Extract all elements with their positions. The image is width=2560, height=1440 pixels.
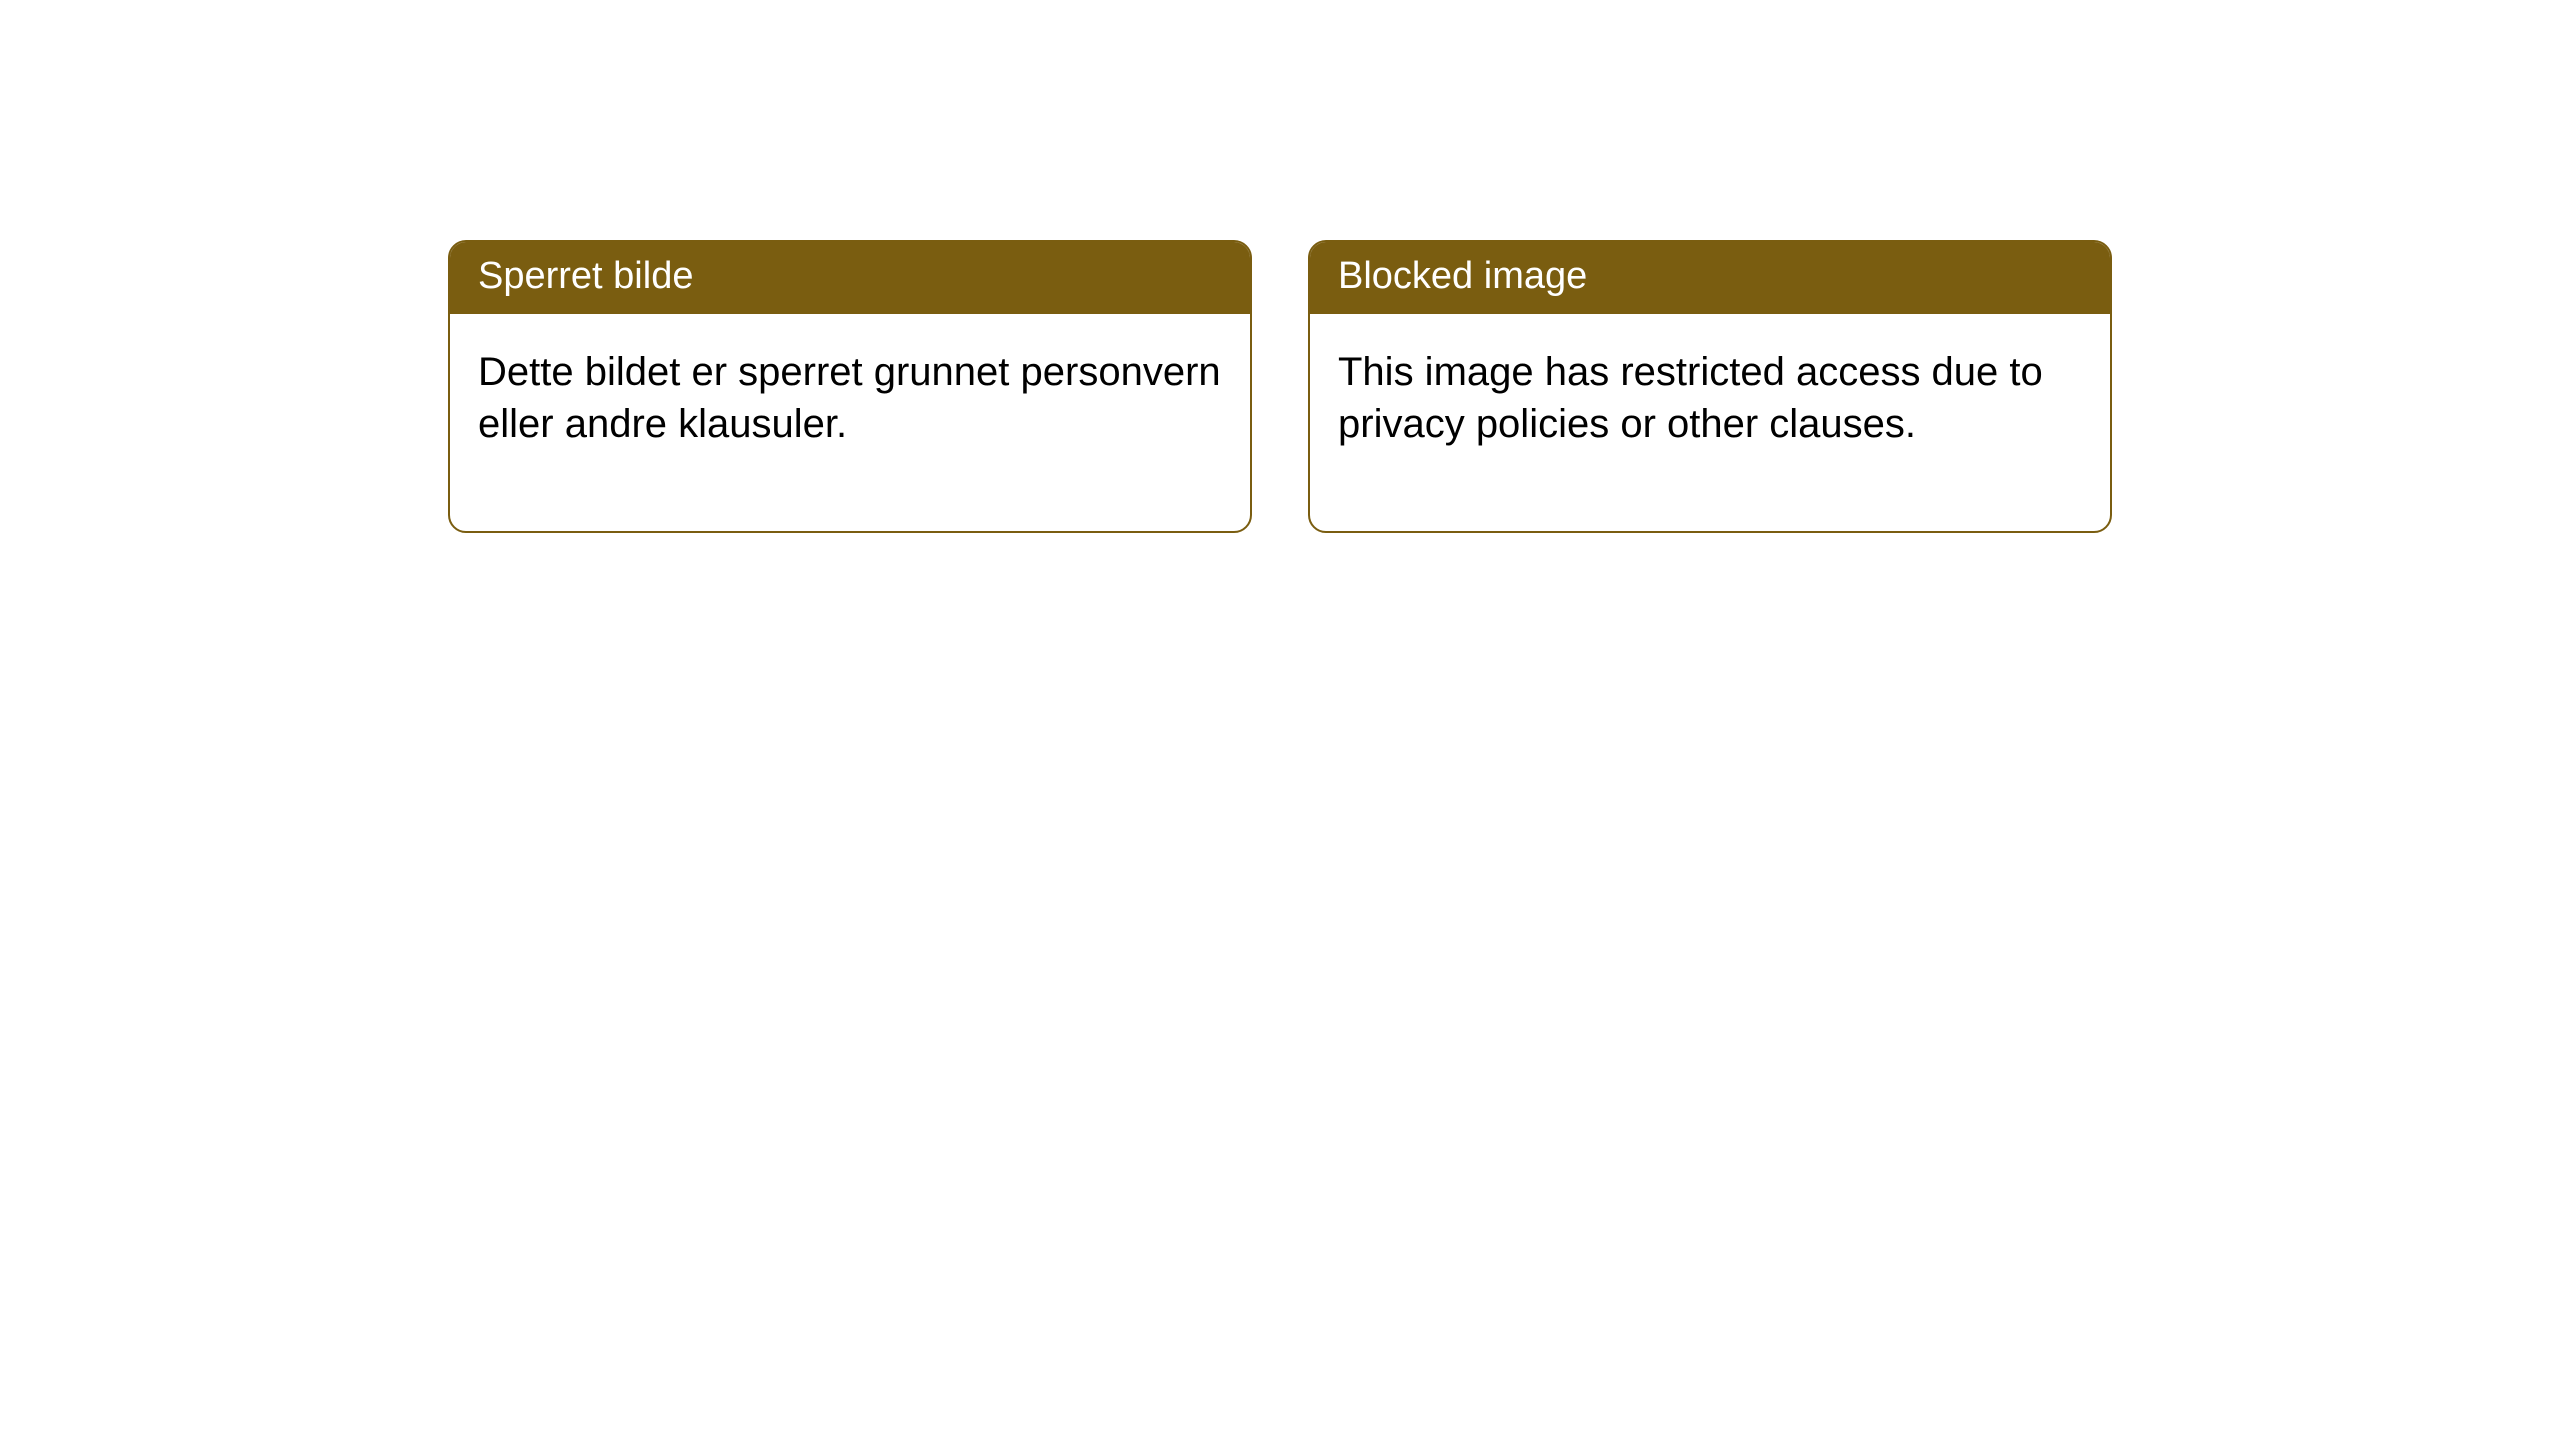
notice-body: Dette bildet er sperret grunnet personve… xyxy=(450,314,1250,532)
notice-card-norwegian: Sperret bilde Dette bildet er sperret gr… xyxy=(448,240,1252,533)
notice-body: This image has restricted access due to … xyxy=(1310,314,2110,532)
notice-container: Sperret bilde Dette bildet er sperret gr… xyxy=(0,0,2560,533)
notice-title: Sperret bilde xyxy=(450,242,1250,314)
notice-title: Blocked image xyxy=(1310,242,2110,314)
notice-card-english: Blocked image This image has restricted … xyxy=(1308,240,2112,533)
